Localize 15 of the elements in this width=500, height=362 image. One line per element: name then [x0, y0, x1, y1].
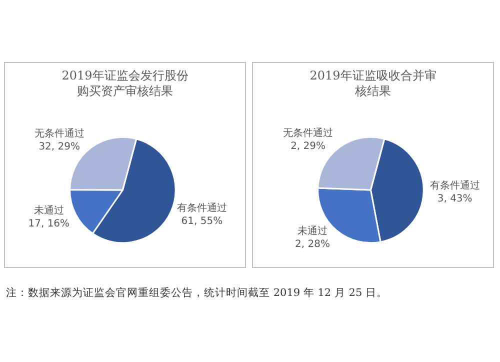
data-label: 32, 29% [38, 142, 80, 153]
data-label: 2, 28% [294, 238, 330, 250]
text: 注：数据来源为证监会官网重组委公告，统计时间截至 2019 年 12 月 25 日。 [6, 286, 388, 300]
chart-title: 2019年证监会发行股份购买资产审核结果 [62, 68, 188, 98]
data-label: 3, 43% [437, 193, 472, 204]
slice-label: 无条件通过 [34, 128, 84, 140]
chart-title: 2019年证监吸收合并审核结果 [310, 68, 436, 98]
slice-label: 未通过 [34, 204, 64, 217]
data-label: 2, 29% [290, 140, 326, 152]
slice-label: 未通过 [297, 224, 328, 237]
data-label: 17, 16% [28, 218, 70, 230]
data-label: 61, 55% [181, 216, 223, 227]
slice-label: 有条件通过 [430, 179, 480, 192]
slice-label: 有条件通过 [176, 202, 227, 214]
slice-label: 无条件通过 [283, 126, 334, 139]
